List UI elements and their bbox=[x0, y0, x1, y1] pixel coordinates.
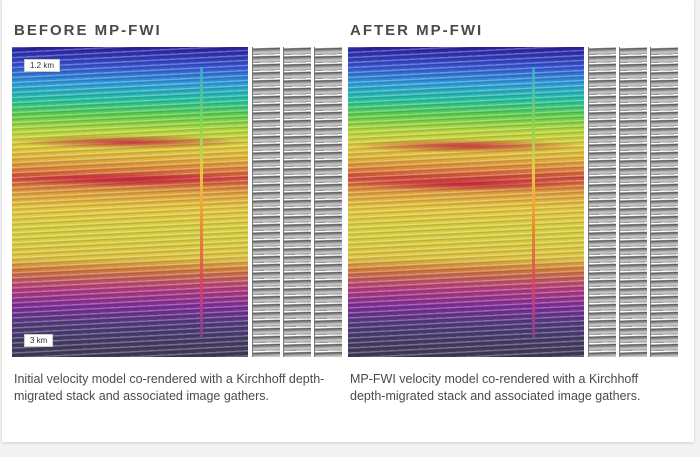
image-gather bbox=[283, 47, 311, 357]
image-gather bbox=[314, 47, 342, 357]
before-panel: BEFORE MP-FWI 1.2 km 3 km Initial veloci… bbox=[12, 0, 342, 442]
after-image-gathers bbox=[588, 47, 678, 357]
comparison-card: BEFORE MP-FWI 1.2 km 3 km Initial veloci… bbox=[2, 0, 694, 442]
before-velocity-section-image: 1.2 km 3 km bbox=[12, 47, 248, 357]
after-title: AFTER MP-FWI bbox=[350, 22, 484, 39]
after-velocity-section-image bbox=[348, 47, 584, 357]
after-caption: MP-FWI velocity model co-rendered with a… bbox=[350, 372, 641, 403]
depth-top-label: 1.2 km bbox=[24, 59, 61, 72]
image-gather bbox=[588, 47, 616, 357]
depth-bottom-label: 3 km bbox=[24, 334, 54, 347]
after-panel: AFTER MP-FWI MP-FWI velocity model co-re… bbox=[348, 0, 678, 442]
before-image-gathers bbox=[252, 47, 342, 357]
image-gather bbox=[252, 47, 280, 357]
image-gather bbox=[619, 47, 647, 357]
velocity-anomaly-band bbox=[12, 173, 248, 187]
before-caption: Initial velocity model co-rendered with … bbox=[14, 372, 325, 403]
before-title: BEFORE MP-FWI bbox=[14, 22, 162, 39]
well-trace bbox=[200, 67, 203, 337]
image-gather bbox=[650, 47, 678, 357]
velocity-anomaly-band bbox=[348, 139, 584, 153]
well-trace bbox=[532, 67, 535, 337]
velocity-anomaly-band bbox=[348, 177, 584, 191]
velocity-anomaly-band bbox=[12, 135, 248, 149]
